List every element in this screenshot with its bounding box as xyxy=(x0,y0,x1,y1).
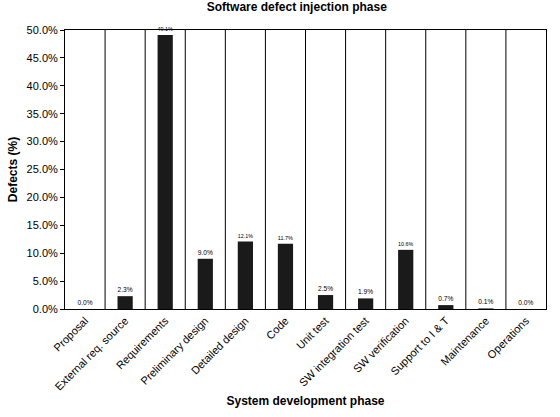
svg-text:Software defect injection phas: Software defect injection phase xyxy=(207,0,387,13)
svg-text:0.0%: 0.0% xyxy=(77,299,92,306)
svg-text:Proposal: Proposal xyxy=(51,315,90,354)
svg-text:40.0%: 40.0% xyxy=(27,80,58,92)
svg-text:SW verification: SW verification xyxy=(351,315,411,375)
svg-text:Detailed design: Detailed design xyxy=(189,315,251,377)
svg-text:Defects (%): Defects (%) xyxy=(6,137,20,202)
svg-text:30.0%: 30.0% xyxy=(27,135,58,147)
svg-text:Requirements: Requirements xyxy=(114,314,171,371)
svg-text:0.0%: 0.0% xyxy=(518,299,533,306)
svg-text:Unit test: Unit test xyxy=(294,315,331,352)
svg-text:11.7%: 11.7% xyxy=(278,235,293,241)
svg-text:Operations: Operations xyxy=(485,314,532,361)
svg-text:25.0%: 25.0% xyxy=(27,163,58,175)
svg-text:Preliminary design: Preliminary design xyxy=(138,315,210,387)
svg-text:Support to I & T: Support to I & T xyxy=(388,314,451,377)
svg-text:2.5%: 2.5% xyxy=(318,285,333,292)
svg-text:9.0%: 9.0% xyxy=(198,249,213,256)
svg-text:2.3%: 2.3% xyxy=(118,286,133,293)
svg-text:45.0%: 45.0% xyxy=(27,52,58,64)
svg-text:External req. source: External req. source xyxy=(52,315,130,393)
svg-text:20.0%: 20.0% xyxy=(27,191,58,203)
svg-text:35.0%: 35.0% xyxy=(27,108,58,120)
svg-text:10.6%: 10.6% xyxy=(398,241,413,247)
svg-text:5.0%: 5.0% xyxy=(33,275,58,287)
svg-text:Maintenance: Maintenance xyxy=(438,315,491,368)
svg-text:15.0%: 15.0% xyxy=(27,219,58,231)
svg-text:49.1%: 49.1% xyxy=(158,26,173,32)
svg-text:Code: Code xyxy=(264,315,291,342)
svg-text:50.0%: 50.0% xyxy=(27,24,58,36)
svg-text:10.0%: 10.0% xyxy=(27,247,58,259)
svg-text:1.9%: 1.9% xyxy=(358,288,373,295)
svg-text:System development phase: System development phase xyxy=(226,394,384,408)
svg-text:0.0%: 0.0% xyxy=(33,303,58,315)
svg-text:12.1%: 12.1% xyxy=(238,233,253,239)
svg-text:0.7%: 0.7% xyxy=(438,295,453,302)
svg-text:SW integration test: SW integration test xyxy=(297,315,371,389)
svg-text:0.1%: 0.1% xyxy=(478,298,493,305)
